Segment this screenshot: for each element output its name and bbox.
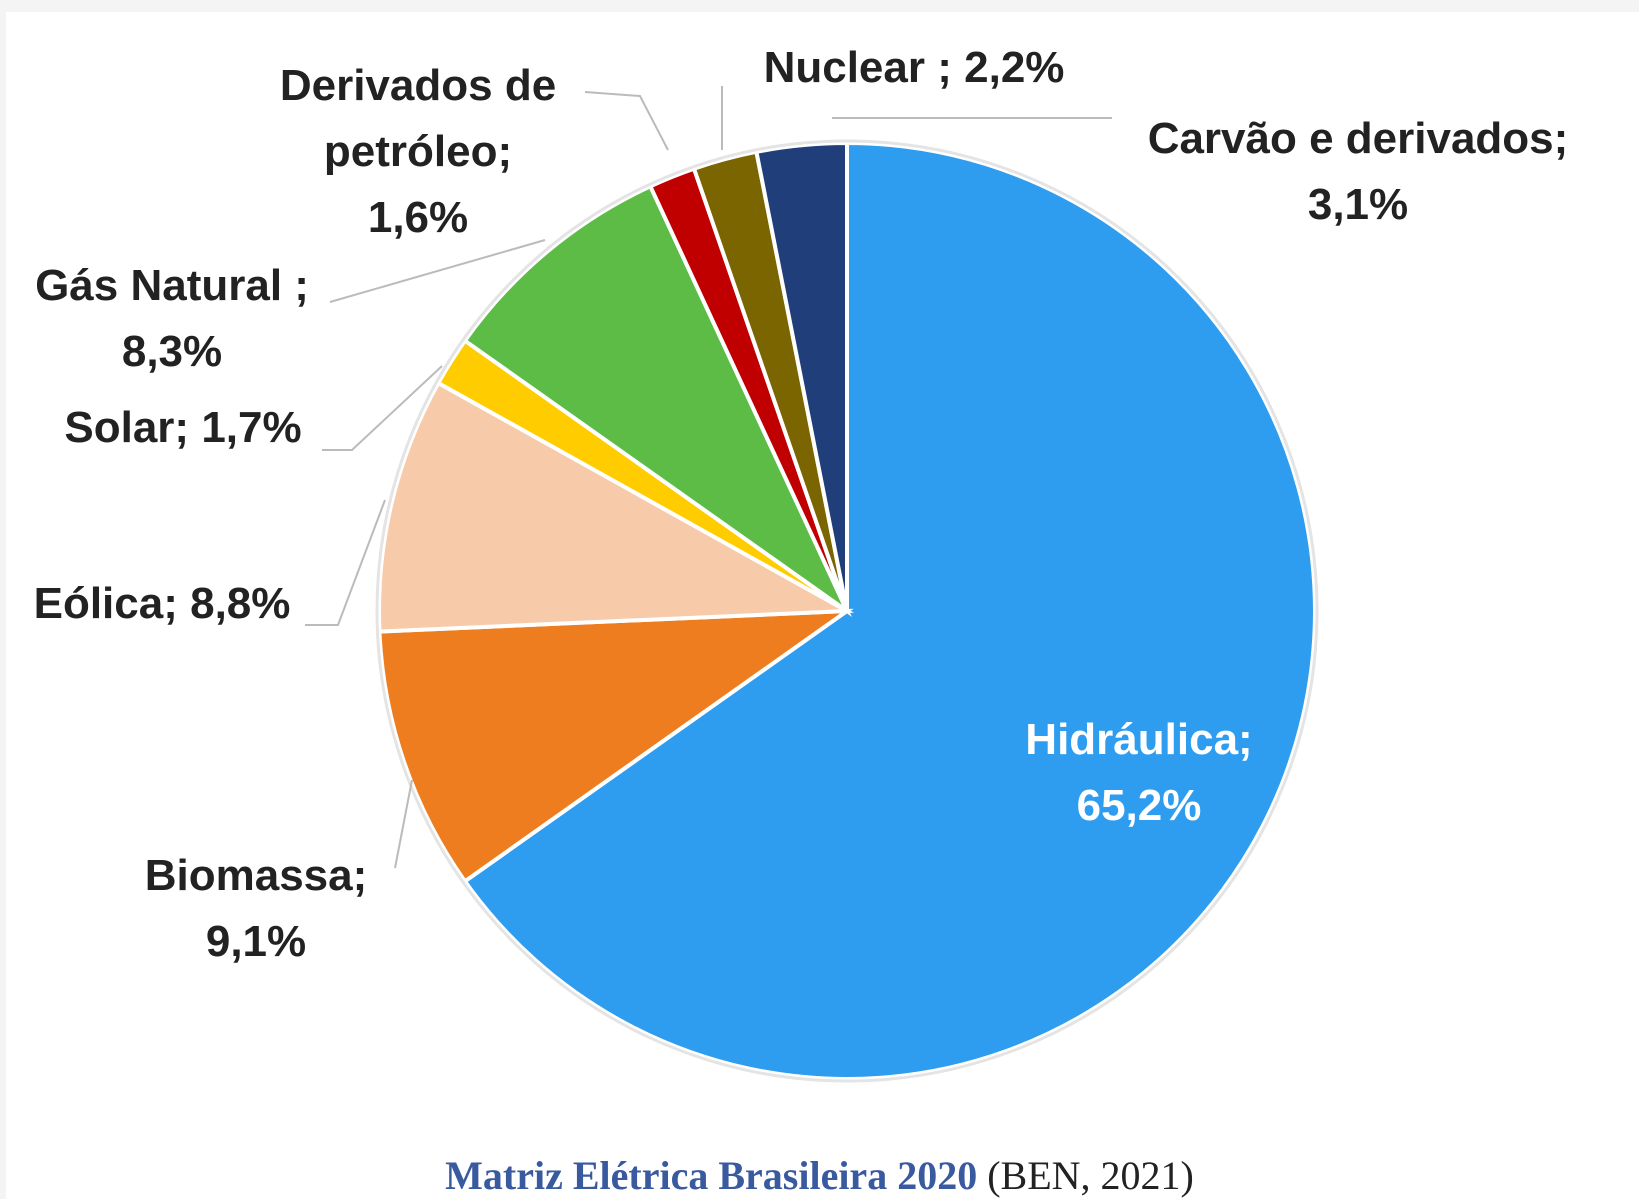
slice-label: Gás Natural ; 8,3% (35, 253, 309, 385)
value-label: 3,1% (1308, 180, 1408, 229)
category-name: Biomassa; (145, 851, 368, 900)
slice-label: Derivados de petróleo; 1,6% (258, 53, 578, 251)
leader-line (305, 500, 385, 625)
slice-label: Carvão e derivados; 3,1% (1148, 106, 1569, 238)
leader-line (395, 780, 412, 868)
category-name: Carvão e derivados; (1148, 114, 1569, 163)
slice-label: Solar; 1,7% (64, 395, 301, 461)
category-name: Hidráulica; (1025, 715, 1252, 764)
value-label: 1,7% (201, 403, 301, 452)
slice-label: Biomassa; 9,1% (145, 843, 368, 975)
value-label: 8,8% (190, 579, 290, 628)
caption-title: Matriz Elétrica Brasileira 2020 (445, 1153, 977, 1198)
leader-line (585, 92, 668, 150)
slice-label: Hidráulica; 65,2% (1025, 707, 1252, 839)
slice-label: Nuclear ; 2,2% (764, 35, 1065, 101)
value-label: 2,2% (964, 43, 1064, 92)
value-label: 8,3% (122, 327, 222, 376)
category-name: Eólica; (34, 579, 178, 628)
category-name: Solar; (64, 403, 189, 452)
page: Matriz Elétrica Brasileira 2020 (BEN, 20… (0, 0, 1639, 1199)
category-name: Nuclear ; (764, 43, 952, 92)
caption: Matriz Elétrica Brasileira 2020 (BEN, 20… (0, 1152, 1639, 1199)
value-label: 65,2% (1077, 781, 1202, 830)
slice-label: Eólica; 8,8% (34, 571, 291, 637)
category-name: Derivados de petróleo; (280, 61, 556, 176)
value-label: 1,6% (368, 193, 468, 242)
caption-source: (BEN, 2021) (987, 1153, 1194, 1198)
category-name: Gás Natural ; (35, 261, 309, 310)
value-label: 9,1% (206, 917, 306, 966)
